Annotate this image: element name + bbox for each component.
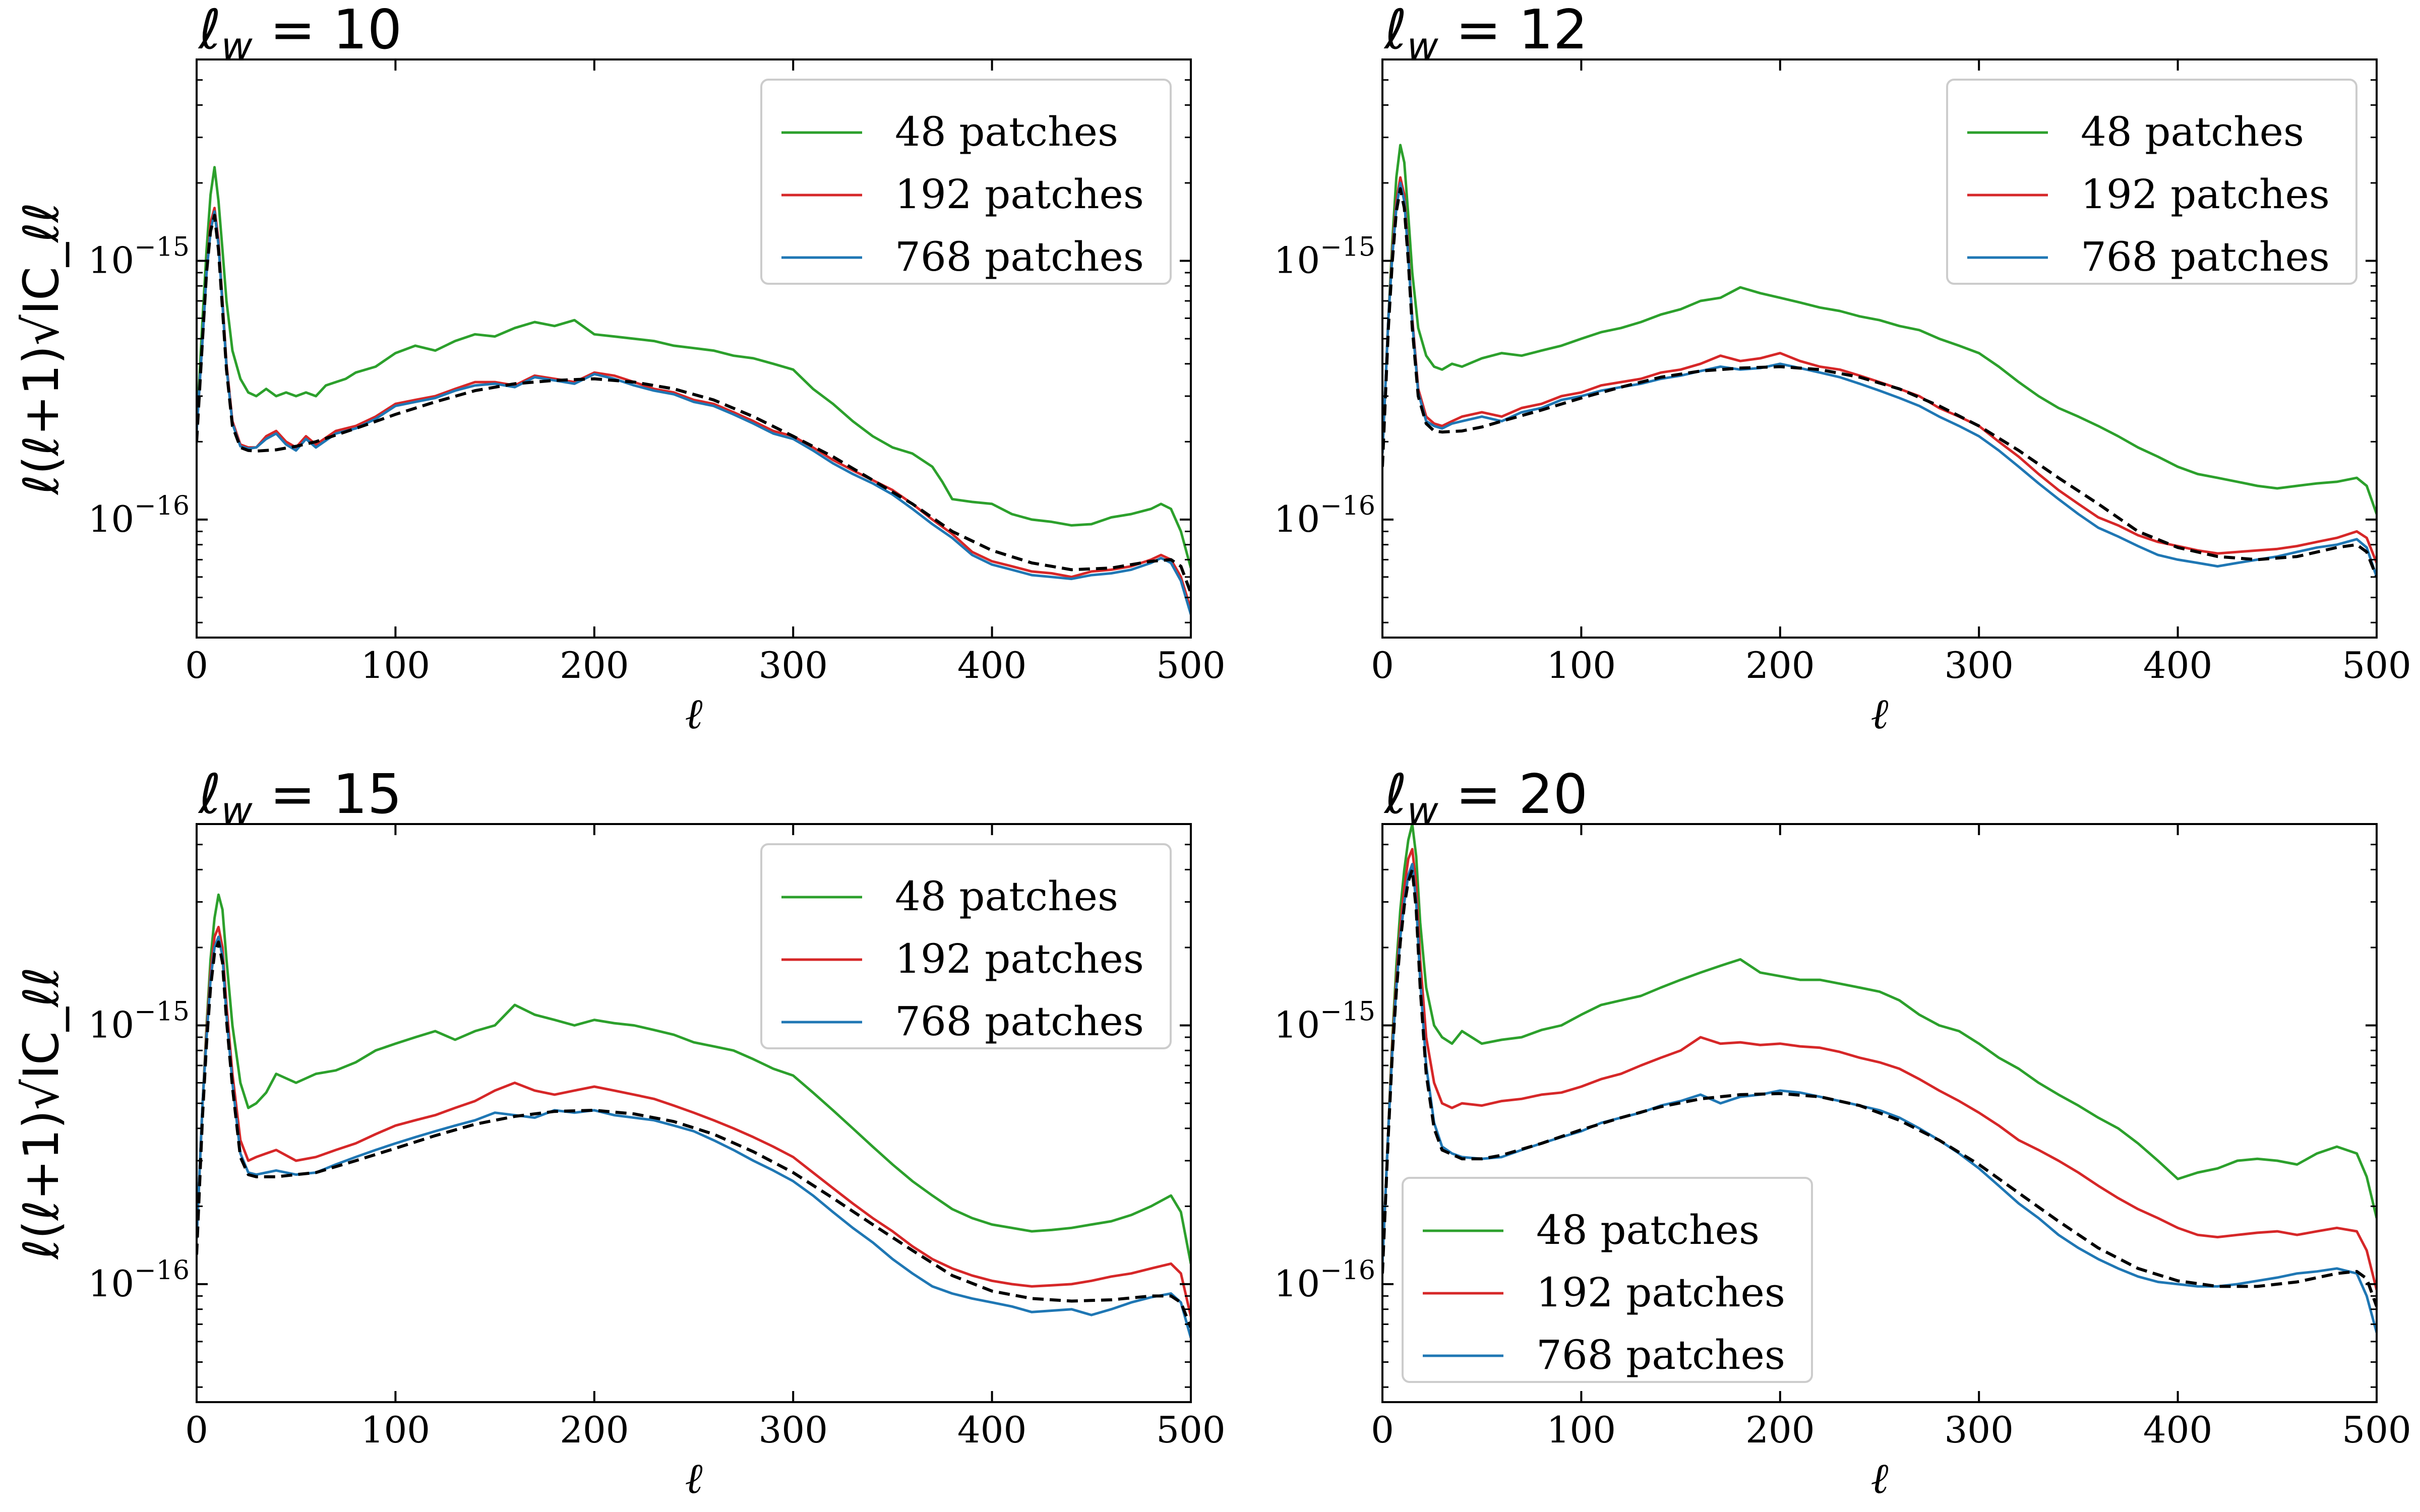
series-line-model	[197, 214, 1191, 594]
x-tick-label: 400	[957, 1409, 1026, 1451]
legend-label: 192 patches	[895, 171, 1144, 218]
x-tick-label: 200	[1745, 1409, 1814, 1451]
chart-panel-1: 0 100 200 300 400 500 10−16 10−15 ℓ ℓw = 12 48 pat…	[1274, 0, 2411, 738]
x-axis-label: ℓ	[685, 689, 703, 738]
legend-label: 48 patches	[2081, 108, 2304, 155]
series-line-768-patches	[1382, 863, 2377, 1333]
panel-title: ℓw = 15	[198, 763, 402, 833]
x-axis-label: ℓ	[685, 1454, 703, 1503]
legend-box	[1946, 79, 2357, 285]
x-tick-label: 400	[2143, 1409, 2212, 1451]
x-tick-label: 400	[2143, 644, 2212, 686]
x-tick-label: 0	[185, 1409, 208, 1451]
legend-label: 48 patches	[895, 108, 1118, 155]
y-tick-label: 10−15	[1274, 997, 1375, 1046]
legend-box	[1402, 1177, 1813, 1383]
x-tick-label: 300	[1944, 1409, 2013, 1451]
series-line-768-patches	[197, 210, 1191, 615]
legend-label: 48 patches	[1536, 1207, 1760, 1253]
x-tick-label: 200	[560, 1409, 629, 1451]
x-tick-label: 500	[2342, 644, 2411, 686]
x-tick-label: 0	[1371, 644, 1394, 686]
chart-panel-3: 0 100 200 300 400 500 10−16 10−15 ℓ ℓw = 20 48 pat…	[1274, 763, 2411, 1503]
x-tick-label: 100	[1547, 1409, 1616, 1451]
x-tick-label: 300	[758, 1409, 827, 1451]
series-line-192-patches	[1382, 848, 2377, 1291]
panel-title: ℓw = 20	[1383, 763, 1588, 833]
chart-panel-0: 0 100 200 300 400 500 10−16 10−15 ℓ ℓ(ℓ+1)√IC_ℓℓ ℓ…	[13, 0, 1226, 738]
x-tick-label: 500	[2342, 1409, 2411, 1451]
legend: 48 patches 192 patches 768 patches	[1946, 79, 2357, 285]
legend-label: 768 patches	[895, 233, 1144, 280]
x-tick-label: 100	[361, 644, 430, 686]
x-tick-label: 0	[1371, 1409, 1394, 1451]
series-line-48-patches	[197, 893, 1191, 1264]
legend: 48 patches 192 patches 768 patches	[760, 843, 1172, 1049]
legend-box	[760, 79, 1172, 285]
axes-frame	[1381, 823, 2378, 1403]
y-tick-label: 10−15	[88, 232, 190, 282]
x-tick-label: 300	[1944, 644, 2013, 686]
legend-label: 192 patches	[895, 935, 1144, 982]
series-line-192-patches	[1382, 176, 2377, 563]
y-tick-label: 10−15	[88, 997, 190, 1046]
legend-label: 768 patches	[2081, 233, 2330, 280]
y-axis-label: ℓ(ℓ+1)√IC_ℓℓ	[13, 967, 70, 1261]
legend-label: 192 patches	[1536, 1269, 1785, 1316]
panel-title: ℓw = 12	[1383, 0, 1588, 69]
y-tick-label: 10−16	[1274, 1255, 1375, 1305]
y-tick-label: 10−16	[88, 1255, 190, 1305]
legend-label: 192 patches	[2081, 171, 2330, 218]
axes-frame	[1381, 58, 2378, 639]
series-line-768-patches	[197, 935, 1191, 1339]
y-tick-label: 10−16	[88, 491, 190, 540]
series-line-48-patches	[1382, 144, 2377, 515]
legend-label: 768 patches	[1536, 1332, 1785, 1378]
chart-panel-2: 0 100 200 300 400 500 10−16 10−15 ℓ ℓ(ℓ+1)√IC_ℓℓ ℓ…	[13, 763, 1226, 1503]
series-line-48-patches	[1382, 824, 2377, 1264]
x-tick-label: 200	[560, 644, 629, 686]
legend: 48 patches 192 patches 768 patches	[760, 79, 1172, 285]
axes-frame	[196, 823, 1192, 1403]
legend-label: 48 patches	[895, 873, 1118, 920]
y-tick-label: 10−15	[1274, 232, 1375, 282]
axes-frame	[196, 58, 1192, 639]
legend: 48 patches 192 patches 768 patches	[1402, 1177, 1813, 1383]
x-tick-label: 0	[185, 644, 208, 686]
legend-label: 768 patches	[895, 998, 1144, 1045]
series-line-192-patches	[197, 925, 1191, 1317]
x-axis-label: ℓ	[1871, 1454, 1889, 1503]
series-line-model	[1382, 868, 2377, 1307]
x-tick-label: 500	[1156, 644, 1225, 686]
panel-title: ℓw = 10	[198, 0, 402, 69]
series-line-model	[197, 940, 1191, 1329]
y-axis-label: ℓ(ℓ+1)√IC_ℓℓ	[13, 203, 70, 496]
x-tick-label: 200	[1745, 644, 1814, 686]
x-tick-label: 100	[1547, 644, 1616, 686]
x-tick-label: 500	[1156, 1409, 1225, 1451]
x-tick-label: 300	[758, 644, 827, 686]
x-axis-label: ℓ	[1871, 689, 1889, 738]
series-line-48-patches	[197, 166, 1191, 569]
x-tick-label: 100	[361, 1409, 430, 1451]
legend-box	[760, 843, 1172, 1049]
y-tick-label: 10−16	[1274, 491, 1375, 540]
x-tick-label: 400	[957, 644, 1026, 686]
